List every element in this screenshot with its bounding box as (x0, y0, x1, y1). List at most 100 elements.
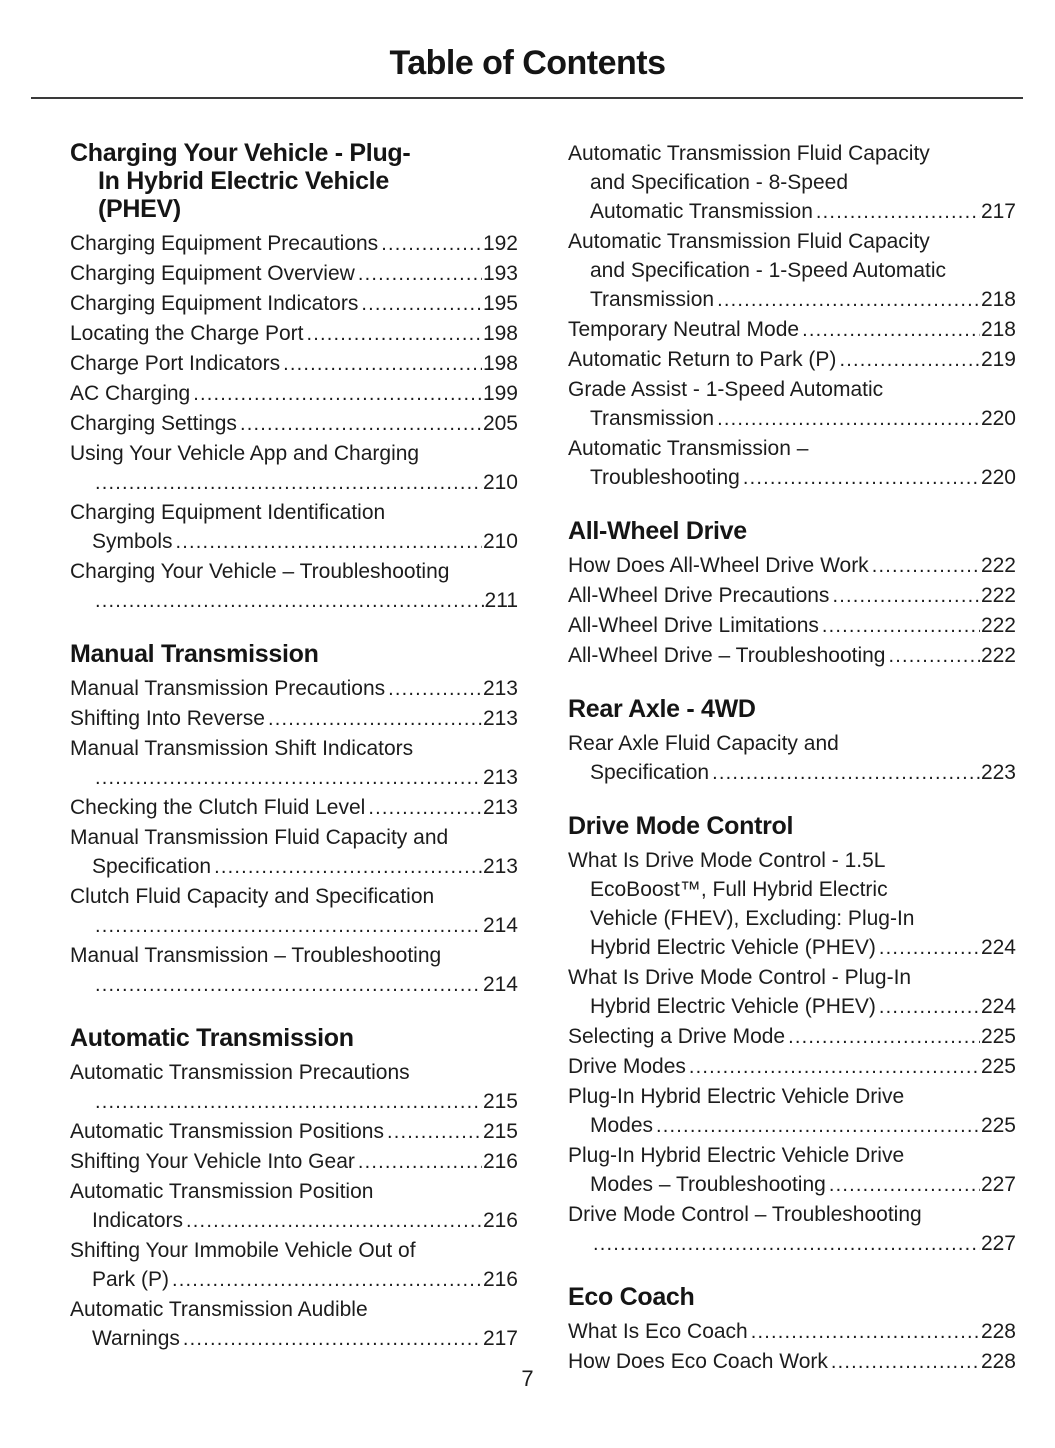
page-number: 213 (482, 766, 518, 789)
entry-line: Drive Mode Control – Troubleshooting (568, 1203, 922, 1226)
entry-last-line: Charging Equipment Indicators...........… (70, 289, 518, 319)
entry-last-line: Specification...........................… (568, 758, 1016, 788)
page-number: 215 (482, 1090, 518, 1113)
page-number: 223 (980, 761, 1016, 784)
heading-line: Charging Your Vehicle - Plug- (70, 139, 411, 167)
dot-leader: ........................................… (175, 531, 482, 553)
entry-last-line: ........................................… (70, 586, 518, 616)
section-heading: Drive Mode Control (568, 812, 1016, 840)
heading-line: Eco Coach (568, 1283, 695, 1311)
entry-text: Transmission (590, 407, 715, 430)
entry-last-line: Locating the Charge Port................… (70, 319, 518, 349)
entry-text: Locating the Charge Port (70, 322, 304, 345)
entry-line: Manual Transmission Shift Indicators (70, 737, 414, 760)
toc-section: Automatic Transmission Fluid Capacity and… (568, 139, 1016, 493)
entry-text: How Does Eco Coach Work (568, 1350, 828, 1373)
dot-leader: ........................................… (361, 293, 482, 315)
entry-last-line: ........................................… (568, 1229, 1016, 1259)
entry-line: Clutch Fluid Capacity and Specification (70, 885, 435, 908)
page-number: 219 (980, 348, 1016, 371)
page-number: 211 (484, 589, 518, 612)
toc-entry: Charging Equipment Overview.............… (70, 259, 518, 289)
dot-leader: ........................................… (712, 762, 980, 784)
page-number: 222 (980, 584, 1016, 607)
toc-entry: Charging Equipment Indicators...........… (70, 289, 518, 319)
heading-line: Automatic Transmission (70, 1024, 354, 1052)
dot-leader: ........................................… (839, 349, 980, 371)
dot-leader: ........................................… (593, 1233, 980, 1255)
dot-leader: ........................................… (802, 319, 980, 341)
entry-line: Manual Transmission Fluid Capacity and (70, 826, 449, 849)
page-number: 217 (482, 1327, 518, 1350)
page-footer-number: 7 (521, 1366, 534, 1391)
toc-entry: AC Charging.............................… (70, 379, 518, 409)
entry-last-line: What Is Eco Coach.......................… (568, 1317, 1016, 1347)
entry-text: Charging Equipment Overview (70, 262, 355, 285)
page-number: 213 (482, 855, 518, 878)
entry-line: Automatic Transmission Fluid Capacity (568, 230, 930, 253)
toc-entry: Automatic Return to Park (P)............… (568, 345, 1016, 375)
page-number: 198 (482, 352, 518, 375)
page-number: 214 (482, 973, 518, 996)
entry-text: Shifting Into Reverse (70, 707, 265, 730)
page-number: 216 (482, 1150, 518, 1173)
entry-line: Automatic Transmission Audible (70, 1298, 368, 1321)
toc-entry: Using Your Vehicle App and Charging.....… (70, 439, 518, 498)
page-number: 220 (980, 466, 1016, 489)
entry-text: All-Wheel Drive Limitations (568, 614, 819, 637)
dot-leader: ........................................… (717, 408, 980, 430)
entry-last-line: Automatic Return to Park (P)............… (568, 345, 1016, 375)
entry-last-line: AC Charging.............................… (70, 379, 518, 409)
entry-line: EcoBoost™, Full Hybrid Electric (590, 878, 888, 901)
heading-line: (PHEV) (98, 195, 181, 223)
entry-last-line: All-Wheel Drive – Troubleshooting.......… (568, 641, 1016, 671)
entry-last-line: Temporary Neutral Mode..................… (568, 315, 1016, 345)
toc-entry: Automatic Transmission – Troubleshooting.… (568, 434, 1016, 493)
page-number: 222 (980, 554, 1016, 577)
toc-section: Eco Coach What Is Eco Coach..............… (568, 1283, 1016, 1377)
entry-text: Specification (92, 855, 212, 878)
page-number: 228 (980, 1350, 1016, 1373)
page-number: 213 (482, 677, 518, 700)
dot-leader: ........................................… (656, 1115, 980, 1137)
toc-entry: All-Wheel Drive – Troubleshooting.......… (568, 641, 1016, 671)
entry-text: Symbols (92, 530, 173, 553)
toc-section: Charging Your Vehicle - Plug- In Hybrid E… (70, 139, 518, 616)
dot-leader: ........................................… (878, 937, 980, 959)
dot-leader: ........................................… (95, 590, 484, 612)
entry-last-line: ........................................… (70, 911, 518, 941)
dot-leader: ........................................… (386, 1121, 482, 1143)
toc-entry: Shifting Into Reverse...................… (70, 704, 518, 734)
page-number: 210 (482, 471, 518, 494)
dot-leader: ........................................… (821, 615, 980, 637)
entry-last-line: Warnings................................… (70, 1324, 518, 1354)
entry-text: Warnings (92, 1327, 180, 1350)
dot-leader: ........................................… (95, 767, 482, 789)
entry-text: Checking the Clutch Fluid Level (70, 796, 366, 819)
toc-entry: Charging Equipment Identification Symbols… (70, 498, 518, 557)
toc-entry: Temporary Neutral Mode..................… (568, 315, 1016, 345)
entry-line: Grade Assist - 1-Speed Automatic (568, 378, 884, 401)
entry-last-line: Charging Equipment Overview.............… (70, 259, 518, 289)
entry-last-line: ........................................… (70, 970, 518, 1000)
entry-text: Drive Modes (568, 1055, 686, 1078)
entry-text: Modes – Troubleshooting (590, 1173, 826, 1196)
page-number: 213 (482, 796, 518, 819)
dot-leader: ........................................… (95, 1091, 482, 1113)
entry-line: What Is Drive Mode Control - Plug-In (568, 966, 912, 989)
toc-entry: All-Wheel Drive Precautions.............… (568, 581, 1016, 611)
entry-last-line: Indicators..............................… (70, 1206, 518, 1236)
toc-entry: Shifting Your Immobile Vehicle Out of Par… (70, 1236, 518, 1295)
toc-column-left: Charging Your Vehicle - Plug- In Hybrid E… (70, 139, 518, 1401)
entry-line: Automatic Transmission – (568, 437, 809, 460)
entry-text: Automatic Return to Park (P) (568, 348, 837, 371)
entry-text: Specification (590, 761, 710, 784)
toc-entry: Charging Your Vehicle – Troubleshooting.… (70, 557, 518, 616)
entry-last-line: Selecting a Drive Mode..................… (568, 1022, 1016, 1052)
toc-entry: How Does Eco Coach Work.................… (568, 1347, 1016, 1377)
entry-last-line: Specification...........................… (70, 852, 518, 882)
entry-last-line: Park (P)................................… (70, 1265, 518, 1295)
entry-text: Selecting a Drive Mode (568, 1025, 786, 1048)
dot-leader: ........................................… (357, 1151, 482, 1173)
entry-text: All-Wheel Drive Precautions (568, 584, 830, 607)
